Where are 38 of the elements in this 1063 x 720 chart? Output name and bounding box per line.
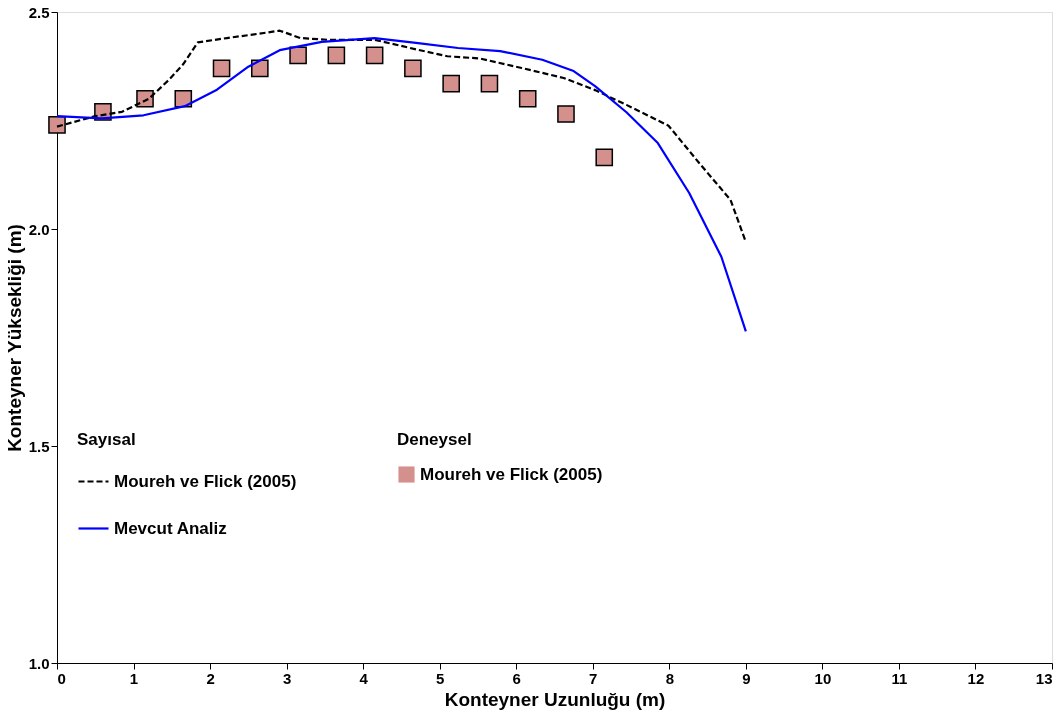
x-tick-label: 8 <box>665 669 674 687</box>
point <box>442 74 460 93</box>
x-tick-label: 7 <box>589 669 598 687</box>
y-tick-label: 2.5 <box>28 3 50 21</box>
x-tick-label: 3 <box>282 669 292 687</box>
point <box>289 46 307 65</box>
x-tick-label: 10 <box>814 669 832 687</box>
x-tick-label: 2 <box>206 669 215 687</box>
point <box>251 59 269 78</box>
x-tick-label: 11 <box>891 669 908 687</box>
legend-label: Moureh ve Flick (2005) <box>114 471 297 491</box>
x-tick-label: 5 <box>436 669 445 687</box>
point <box>595 148 614 167</box>
point <box>557 105 575 123</box>
point <box>48 116 66 134</box>
x-tick-label: 9 <box>742 669 751 687</box>
x-tick-label: 12 <box>967 669 985 687</box>
y-tick-label: 1.0 <box>28 654 50 672</box>
legend-label: Moureh ve Flick (2005) <box>420 464 603 484</box>
annotation: Sayısal <box>77 430 136 449</box>
point <box>480 74 499 93</box>
point <box>212 59 231 78</box>
legend-label: Mevcut Analiz <box>114 518 227 538</box>
y-axis-title: Konteyner Yüksekliği (m) <box>3 224 25 452</box>
point <box>404 59 422 78</box>
annotation: Deneysel <box>397 430 472 449</box>
x-tick-label: 6 <box>512 669 521 687</box>
y-tick-label: 1.5 <box>28 437 50 455</box>
x-tick-label: 0 <box>57 669 66 687</box>
x-tick-label: 4 <box>359 669 369 687</box>
x-axis-title: Konteyner Uzunluğu (m) <box>444 688 666 710</box>
point <box>365 46 384 65</box>
x-tick-label: 13 <box>1035 669 1053 687</box>
y-tick-label: 2.0 <box>28 220 50 238</box>
x-tick-label: 1 <box>129 669 139 687</box>
point <box>174 89 193 108</box>
point <box>327 46 346 65</box>
point <box>518 89 537 108</box>
